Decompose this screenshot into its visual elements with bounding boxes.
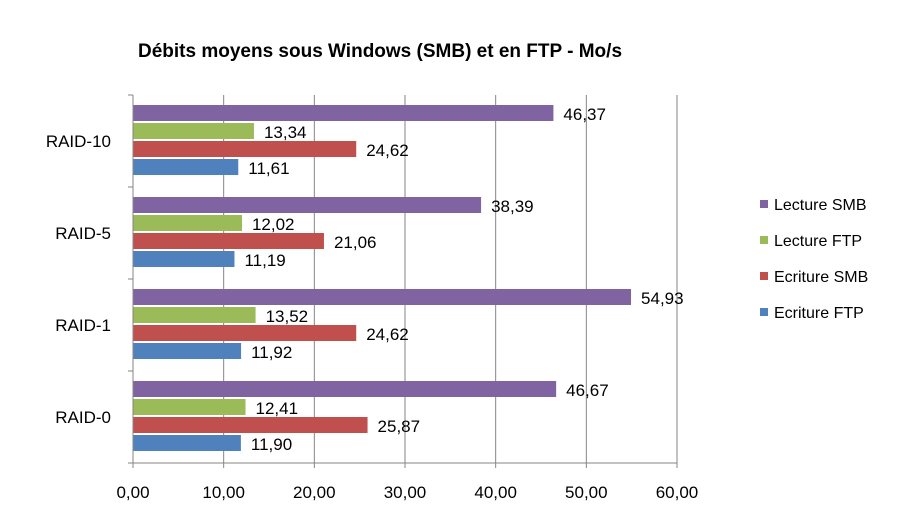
data-label: 11,61 xyxy=(248,159,289,178)
bars: 46,37 13,34 24,62 11,61 38,39 12,02 21,06 11,19… xyxy=(133,105,684,454)
bar xyxy=(133,141,357,157)
data-label: 24,62 xyxy=(366,141,409,160)
bar xyxy=(133,197,482,213)
data-label: 46,67 xyxy=(566,381,609,400)
data-label: 11,92 xyxy=(251,343,292,362)
bar xyxy=(133,233,324,249)
data-label: 54,93 xyxy=(641,289,684,308)
bar xyxy=(133,307,256,323)
category-label: RAID-1 xyxy=(55,316,111,335)
data-label: 21,06 xyxy=(334,233,377,252)
category-label: RAID-5 xyxy=(55,224,111,243)
bar xyxy=(133,325,357,341)
data-label: 11,90 xyxy=(251,435,292,454)
bar xyxy=(133,123,254,139)
data-label: 25,87 xyxy=(378,417,421,436)
bar xyxy=(133,399,246,415)
data-label: 13,34 xyxy=(264,123,307,142)
x-tick-label: 20,00 xyxy=(293,483,336,502)
bar xyxy=(133,105,554,121)
x-tick-label: 10,00 xyxy=(202,483,245,502)
legend-swatch xyxy=(760,272,768,280)
data-label: 38,39 xyxy=(491,197,534,216)
bar xyxy=(133,417,368,433)
legend-label: Lecture SMB xyxy=(774,197,866,214)
data-label: 46,37 xyxy=(563,105,606,124)
axes: 0,00 10,00 20,00 30,00 40,00 50,00 60,00 RAID-1… xyxy=(46,94,699,502)
bar xyxy=(133,289,632,305)
x-tick-label: 50,00 xyxy=(565,483,608,502)
bar xyxy=(133,215,242,231)
data-label: 12,02 xyxy=(252,215,295,234)
legend-label: Ecriture SMB xyxy=(774,269,868,286)
x-tick-label: 0,00 xyxy=(116,483,149,502)
category-label: RAID-0 xyxy=(55,408,111,427)
legend-swatch xyxy=(760,200,768,208)
bar xyxy=(133,381,557,397)
bar xyxy=(133,159,239,175)
legend-label: Lecture FTP xyxy=(774,233,862,250)
data-label: 13,52 xyxy=(266,307,309,326)
legend-swatch xyxy=(760,308,768,316)
x-tick-label: 40,00 xyxy=(474,483,517,502)
category-label: RAID-10 xyxy=(46,132,111,151)
x-tick-label: 60,00 xyxy=(656,483,699,502)
bar xyxy=(133,435,241,451)
data-label: 11,19 xyxy=(244,251,285,270)
legend: Lecture SMB Lecture FTP Ecriture SMB Ecritu… xyxy=(760,197,868,322)
bar xyxy=(133,251,235,267)
bar xyxy=(133,343,242,359)
data-label: 12,41 xyxy=(256,399,299,418)
data-label: 24,62 xyxy=(366,325,409,344)
x-tick-label: 30,00 xyxy=(384,483,427,502)
chart-title: Débits moyens sous Windows (SMB) et en F… xyxy=(138,41,622,62)
legend-swatch xyxy=(760,236,768,244)
legend-label: Ecriture FTP xyxy=(774,305,864,322)
